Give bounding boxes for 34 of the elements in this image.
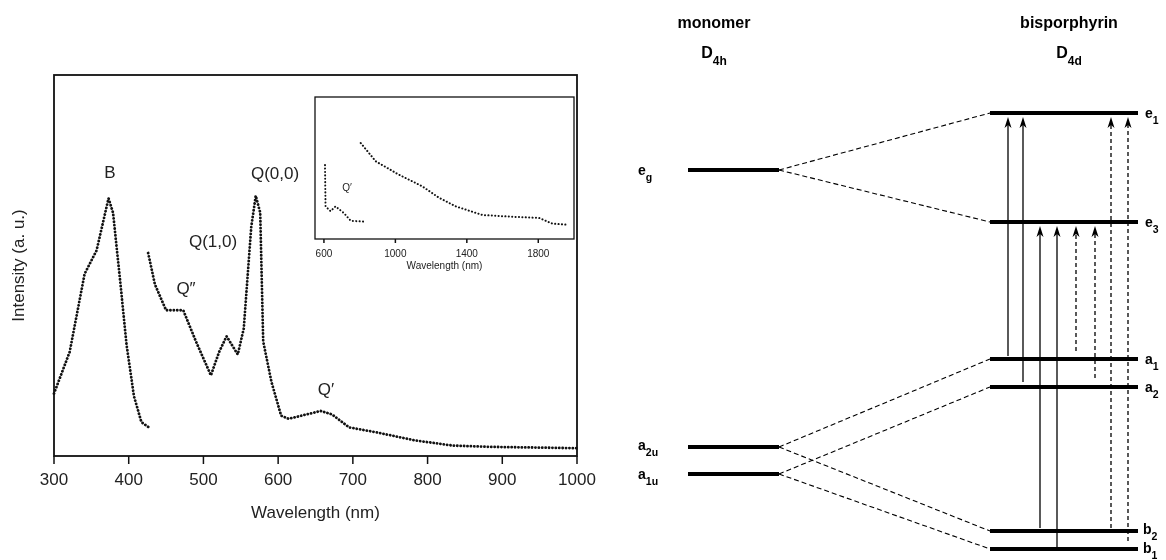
x-tick-label: 1400 <box>455 248 479 259</box>
text: e$_{3}$ <box>1145 214 1159 235</box>
x-tick-label: 600 <box>263 470 293 489</box>
annotation: Q″ <box>176 278 196 298</box>
text: a$_{1u}$ <box>638 466 659 487</box>
x-tick-label: 600 <box>315 248 333 259</box>
x-tick-label: 800 <box>413 470 442 489</box>
text: bisporphyrin <box>1020 14 1118 31</box>
x-tick-label: 400 <box>114 470 143 489</box>
x-tick-label: 1000 <box>558 470 596 489</box>
text: a$_{2u}$ <box>638 437 659 458</box>
x-tick-label: 700 <box>338 470 368 489</box>
text: e$_{g}$ <box>638 162 653 183</box>
y-axis-title: Intensity (a. u.) <box>9 209 28 322</box>
annotation: Q′ <box>342 181 352 193</box>
text: a$_{1}$ <box>1145 351 1159 372</box>
annotation: Q′ <box>317 379 335 399</box>
x-tick-label: 1800 <box>527 248 550 259</box>
annotation: Q(1,0) <box>188 231 238 251</box>
x-axis-title: Wavelength (nm) <box>251 503 380 522</box>
text: e$_{1}$ <box>1145 105 1159 126</box>
text: D$_{4h}$ <box>701 44 727 68</box>
text: B <box>104 162 116 182</box>
text: monomer <box>677 14 751 31</box>
x-tick-label: 300 <box>39 470 69 489</box>
x-tick-label: 900 <box>488 470 517 489</box>
text: D$_{4d}$ <box>1056 44 1082 68</box>
text: b$_{2}$ <box>1143 521 1158 542</box>
x-axis-title: Wavelength (nm) <box>406 260 483 271</box>
text: Q(0,0) <box>250 163 300 183</box>
x-tick-label: 500 <box>189 470 218 489</box>
x-tick-label: 1000 <box>384 248 407 259</box>
text: b$_{1}$ <box>1143 540 1158 560</box>
text: a$_{2}$ <box>1145 379 1159 400</box>
